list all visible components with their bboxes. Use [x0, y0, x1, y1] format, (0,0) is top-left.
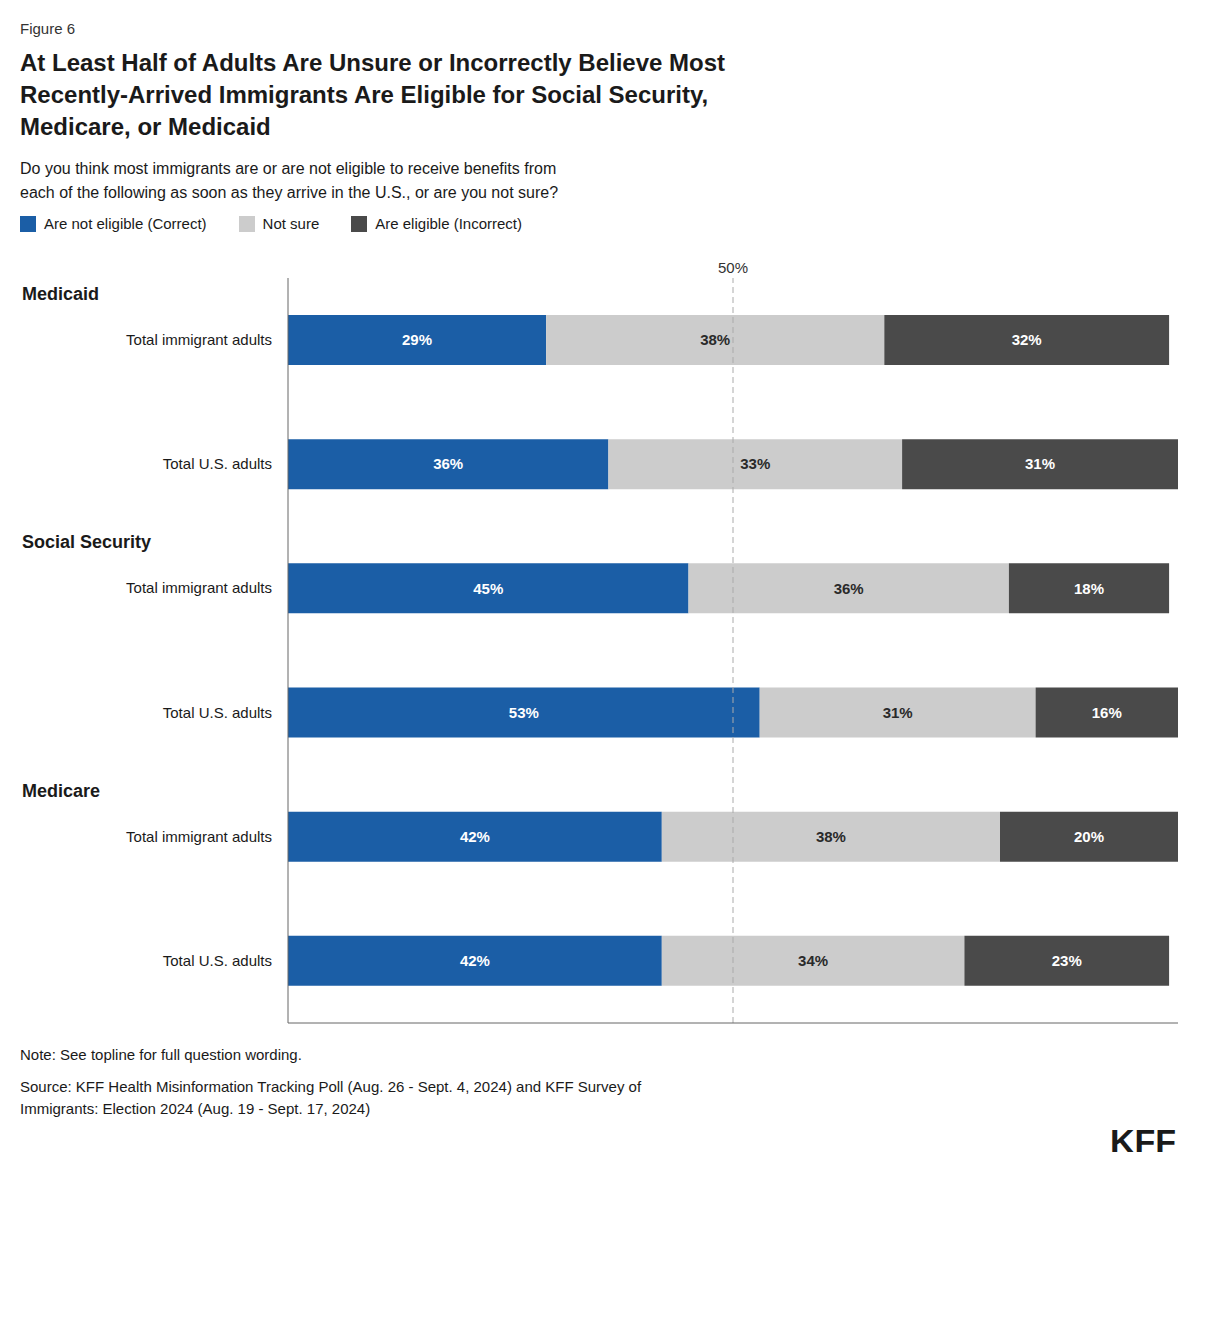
svg-text:38%: 38% [816, 828, 846, 845]
svg-text:31%: 31% [1025, 455, 1055, 472]
html-text:Do you think most immigrants a: Do you think most immigrants are or are … [20, 160, 557, 177]
svg-text:18%: 18% [1074, 580, 1104, 597]
svg-text:16%: 16% [1092, 704, 1122, 721]
svg-text:36%: 36% [834, 580, 864, 597]
svg-text:Total U.S. adults: Total U.S. adults [163, 704, 272, 721]
svg-text:45%: 45% [473, 580, 503, 597]
html-text:Note: See topline for full que: Note: See topline for full question word… [20, 1046, 302, 1063]
svg-text:53%: 53% [509, 704, 539, 721]
html-text:Are eligible (Incorrect): Are eligible (Incorrect) [375, 215, 522, 232]
html-text:Are not eligible (Correct): Are not eligible (Correct) [44, 215, 207, 232]
svg-text:32%: 32% [1012, 331, 1042, 348]
svg-text:Medicare: Medicare [22, 781, 100, 801]
svg-text:Social Security: Social Security [22, 532, 151, 552]
svg-text:33%: 33% [740, 455, 770, 472]
html-text:Medicare, or Medicaid: Medicare, or Medicaid [20, 113, 271, 140]
svg-text:23%: 23% [1052, 952, 1082, 969]
html-text:Not sure: Not sure [262, 215, 320, 232]
html-text:Source: KFF Health Misinformat: Source: KFF Health Misinformation Tracki… [20, 1078, 642, 1095]
svg-text:Total immigrant adults: Total immigrant adults [126, 828, 272, 845]
svg-text:36%: 36% [433, 455, 463, 472]
svg-text:38%: 38% [700, 331, 730, 348]
svg-text:Total U.S. adults: Total U.S. adults [163, 455, 272, 472]
svg-text:Total U.S. adults: Total U.S. adults [163, 952, 272, 969]
svg-text:42%: 42% [460, 952, 490, 969]
svg-text:50%: 50% [718, 259, 748, 276]
svg-text:42%: 42% [460, 828, 490, 845]
svg-text:34%: 34% [798, 952, 828, 969]
svg-text:Total immigrant adults: Total immigrant adults [126, 579, 272, 596]
html-text:At Least Half of Adults Are Un: At Least Half of Adults Are Unsure or In… [20, 49, 725, 76]
svg-text:Medicaid: Medicaid [22, 284, 99, 304]
html-text:each of the following as soon: each of the following as soon as they ar… [20, 184, 559, 201]
html-text:KFF: KFF [1109, 1122, 1176, 1160]
svg-text:20%: 20% [1074, 828, 1104, 845]
html-text:Recently-Arrived Immigrants Ar: Recently-Arrived Immigrants Are Eligible… [20, 81, 709, 108]
svg-text:29%: 29% [402, 331, 432, 348]
svg-text:31%: 31% [883, 704, 913, 721]
html-text:Immigrants: Election 2024 (Aug: Immigrants: Election 2024 (Aug. 19 - Sep… [20, 1100, 371, 1117]
svg-text:Total immigrant adults: Total immigrant adults [126, 331, 272, 348]
html-text:Figure 6: Figure 6 [20, 20, 75, 37]
